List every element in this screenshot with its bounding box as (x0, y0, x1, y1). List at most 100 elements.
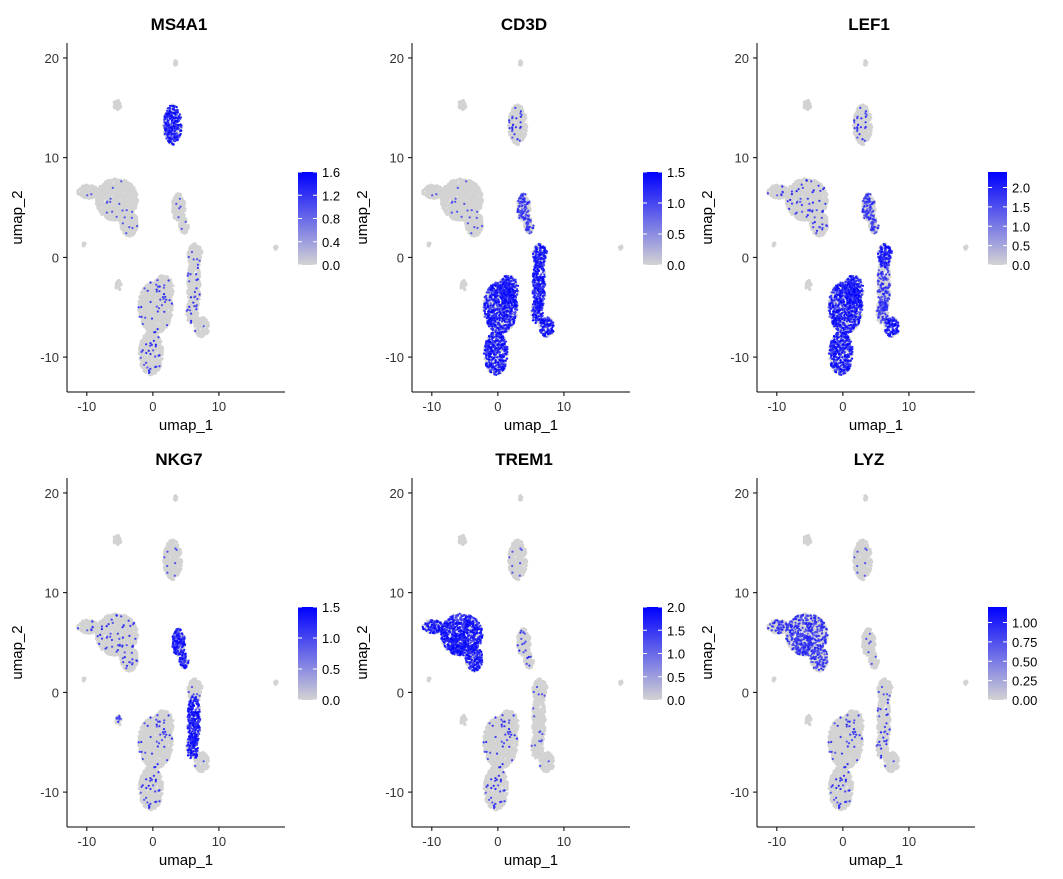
cell-point (151, 318, 153, 320)
cell-point (156, 299, 159, 302)
cell-point (162, 324, 165, 327)
cell-point (107, 180, 110, 183)
cell-point (115, 284, 118, 287)
cell-point (130, 188, 133, 191)
cell-point (176, 106, 178, 108)
cell-point (131, 227, 133, 229)
cell-point (143, 355, 146, 358)
cell-point (171, 128, 173, 130)
cell-point (166, 324, 168, 326)
cell-point (198, 255, 201, 258)
cell-point (79, 192, 82, 195)
cell-point (166, 113, 168, 115)
cell-point (132, 229, 135, 232)
y-axis-label: umap_2 (9, 190, 26, 244)
cell-point (122, 222, 124, 224)
cell-point (117, 196, 120, 199)
cell-point (190, 262, 193, 265)
cell-point (153, 352, 156, 355)
cell-point (138, 306, 140, 308)
cell-point (188, 306, 190, 308)
cell-point (162, 296, 164, 298)
cell-point (189, 273, 191, 275)
cell-point (195, 308, 197, 310)
cell-point (90, 193, 92, 195)
cell-point (172, 108, 174, 110)
cell-point (118, 183, 121, 186)
cell-point (101, 202, 104, 205)
cell-point (184, 208, 187, 211)
cell-point (198, 248, 201, 251)
cell-point (115, 200, 118, 203)
cell-point (132, 206, 135, 209)
cell-point (146, 366, 148, 368)
cell-point (186, 319, 189, 322)
cell-point (119, 208, 122, 211)
cell-point (110, 198, 112, 200)
legend-label: 1.2 (322, 188, 340, 203)
cell-point (124, 180, 127, 183)
cell-point (154, 366, 156, 368)
cell-point (117, 192, 120, 195)
cell-point (140, 362, 143, 365)
cell-point (106, 212, 108, 214)
cell-point (100, 185, 103, 188)
cell-point (145, 352, 147, 354)
cell-point (162, 329, 165, 332)
cell-point (145, 369, 148, 372)
cell-point (168, 138, 170, 140)
cell-point (159, 286, 161, 288)
cell-point (194, 276, 197, 279)
cell-point (155, 368, 158, 371)
cell-point (161, 315, 164, 318)
cell-point (123, 200, 126, 203)
cell-point (188, 280, 190, 282)
cell-point (102, 208, 105, 211)
cell-point (156, 289, 158, 291)
cell-point (141, 316, 143, 318)
y-tick-label: 10 (45, 151, 59, 166)
cell-point (165, 275, 168, 278)
cell-point (198, 284, 201, 287)
cell-point (171, 133, 173, 135)
cell-point (83, 192, 86, 195)
cell-point (161, 290, 164, 293)
cell-point (175, 203, 177, 205)
cell-point (197, 267, 199, 269)
cell-point (127, 190, 130, 193)
cell-point (196, 279, 198, 281)
cell-point (144, 307, 147, 310)
cell-point (164, 301, 166, 303)
cell-point (121, 209, 123, 211)
cell-point (129, 204, 132, 207)
cell-point (175, 109, 177, 111)
cell-point (154, 348, 157, 351)
cell-point (192, 264, 195, 267)
cell-point (164, 117, 166, 119)
legend-label: 1.6 (322, 165, 340, 180)
cell-point (121, 218, 124, 221)
cell-point (149, 296, 152, 299)
cell-point (152, 299, 155, 302)
cell-point (152, 349, 154, 351)
cell-point (185, 313, 188, 316)
cell-point (157, 310, 159, 312)
cell-point (144, 317, 146, 319)
x-tick-label: 0 (149, 399, 156, 414)
cell-point (147, 290, 149, 292)
cell-point (144, 341, 147, 344)
cell-point (128, 226, 130, 228)
cell-point (159, 329, 162, 332)
cell-point (139, 313, 142, 316)
cell-point (153, 331, 155, 333)
cell-point (136, 225, 138, 227)
cell-point (164, 133, 166, 135)
cell-point (196, 298, 198, 300)
cell-point (126, 196, 129, 199)
cell-point (142, 299, 145, 302)
cell-point (154, 355, 156, 357)
cell-point (77, 192, 80, 195)
cell-point (130, 184, 133, 187)
cell-point (172, 105, 174, 107)
cell-point (149, 353, 151, 355)
